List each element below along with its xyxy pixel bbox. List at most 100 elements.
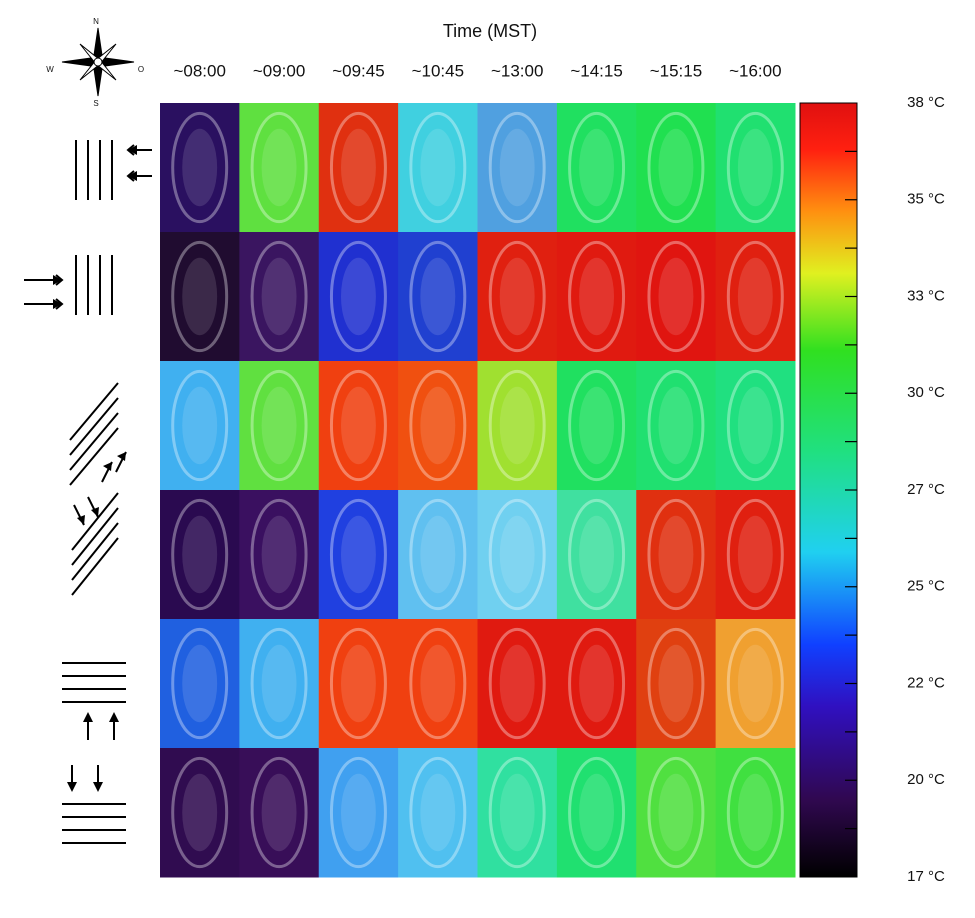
colorbar-label: 35 °C — [907, 191, 945, 208]
cluster-shade — [658, 515, 694, 594]
grape-cluster — [250, 756, 308, 869]
grape-cluster — [171, 240, 229, 353]
cluster-shade — [182, 257, 218, 336]
cluster-shade — [499, 773, 535, 852]
cluster-shade — [340, 644, 376, 723]
cluster-shade — [499, 386, 535, 465]
cluster-shade — [658, 386, 694, 465]
colorbar-label: 20 °C — [907, 771, 945, 788]
grape-cluster — [329, 369, 387, 482]
cluster-shade — [340, 773, 376, 852]
grape-cluster — [568, 498, 626, 611]
time-label: ~09:00 — [253, 61, 305, 80]
grape-cluster — [647, 756, 705, 869]
cluster-shade — [420, 128, 456, 207]
cluster-shade — [340, 257, 376, 336]
time-label: ~08:00 — [173, 61, 225, 80]
grape-cluster — [250, 369, 308, 482]
grape-cluster — [488, 369, 546, 482]
cluster-shade — [499, 128, 535, 207]
grape-cluster — [488, 240, 546, 353]
grape-cluster — [568, 756, 626, 869]
grape-cluster — [250, 498, 308, 611]
grape-cluster — [488, 756, 546, 869]
grape-cluster — [171, 111, 229, 224]
grape-cluster — [409, 369, 467, 482]
grape-cluster — [329, 498, 387, 611]
grape-cluster — [726, 369, 784, 482]
cluster-shade — [737, 386, 773, 465]
time-label: ~10:45 — [412, 61, 464, 80]
grape-cluster — [726, 756, 784, 869]
grape-cluster — [568, 627, 626, 740]
cluster-shade — [340, 128, 376, 207]
cluster-shade — [658, 644, 694, 723]
grape-cluster — [647, 369, 705, 482]
grape-cluster — [488, 498, 546, 611]
cluster-shade — [182, 386, 218, 465]
compass-label: W — [46, 65, 54, 74]
cluster-shade — [658, 257, 694, 336]
compass-label: N — [93, 17, 99, 26]
cluster-shade — [579, 773, 615, 852]
cluster-shade — [737, 128, 773, 207]
time-label: ~13:00 — [491, 61, 543, 80]
cluster-shade — [737, 515, 773, 594]
cluster-shade — [579, 257, 615, 336]
grape-cluster — [329, 627, 387, 740]
grape-cluster — [726, 111, 784, 224]
grape-cluster — [409, 240, 467, 353]
grape-cluster — [409, 111, 467, 224]
cluster-shade — [499, 644, 535, 723]
grape-cluster — [250, 111, 308, 224]
grape-cluster — [647, 498, 705, 611]
colorbar-label: 22 °C — [907, 674, 945, 691]
cluster-shade — [182, 128, 218, 207]
grape-cluster — [171, 627, 229, 740]
grape-cluster — [250, 627, 308, 740]
grape-cluster — [568, 369, 626, 482]
cluster-shade — [579, 386, 615, 465]
cluster-shade — [261, 386, 297, 465]
cluster-shade — [261, 128, 297, 207]
cluster-shade — [261, 257, 297, 336]
cluster-shade — [737, 257, 773, 336]
cluster-shade — [579, 644, 615, 723]
cluster-shade — [499, 257, 535, 336]
grape-cluster — [647, 240, 705, 353]
time-label: ~15:15 — [650, 61, 702, 80]
compass-label: O — [138, 65, 144, 74]
grape-cluster — [329, 240, 387, 353]
grape-cluster — [250, 240, 308, 353]
grape-cluster — [171, 498, 229, 611]
grape-cluster — [171, 756, 229, 869]
grape-cluster — [329, 756, 387, 869]
cluster-shade — [658, 773, 694, 852]
cluster-shade — [261, 515, 297, 594]
cluster-shade — [737, 773, 773, 852]
grape-cluster — [409, 627, 467, 740]
time-label: ~14:15 — [570, 61, 622, 80]
grape-cluster — [171, 369, 229, 482]
cluster-shade — [340, 386, 376, 465]
grape-cluster — [329, 111, 387, 224]
colorbar-label: 27 °C — [907, 481, 945, 498]
cluster-shade — [658, 128, 694, 207]
colorbar-label: 17 °C — [907, 868, 945, 885]
cluster-shade — [420, 257, 456, 336]
cluster-shade — [340, 515, 376, 594]
grape-cluster — [488, 627, 546, 740]
grape-cluster — [568, 111, 626, 224]
grape-cluster — [647, 111, 705, 224]
grape-cluster — [726, 627, 784, 740]
cluster-shade — [420, 386, 456, 465]
cluster-shade — [261, 644, 297, 723]
grape-cluster — [726, 240, 784, 353]
colorbar-label: 25 °C — [907, 578, 945, 595]
cluster-shade — [499, 515, 535, 594]
grape-cluster — [726, 498, 784, 611]
cluster-shade — [420, 773, 456, 852]
header-title: Time (MST) — [443, 21, 537, 41]
orientation-icons — [24, 140, 152, 844]
